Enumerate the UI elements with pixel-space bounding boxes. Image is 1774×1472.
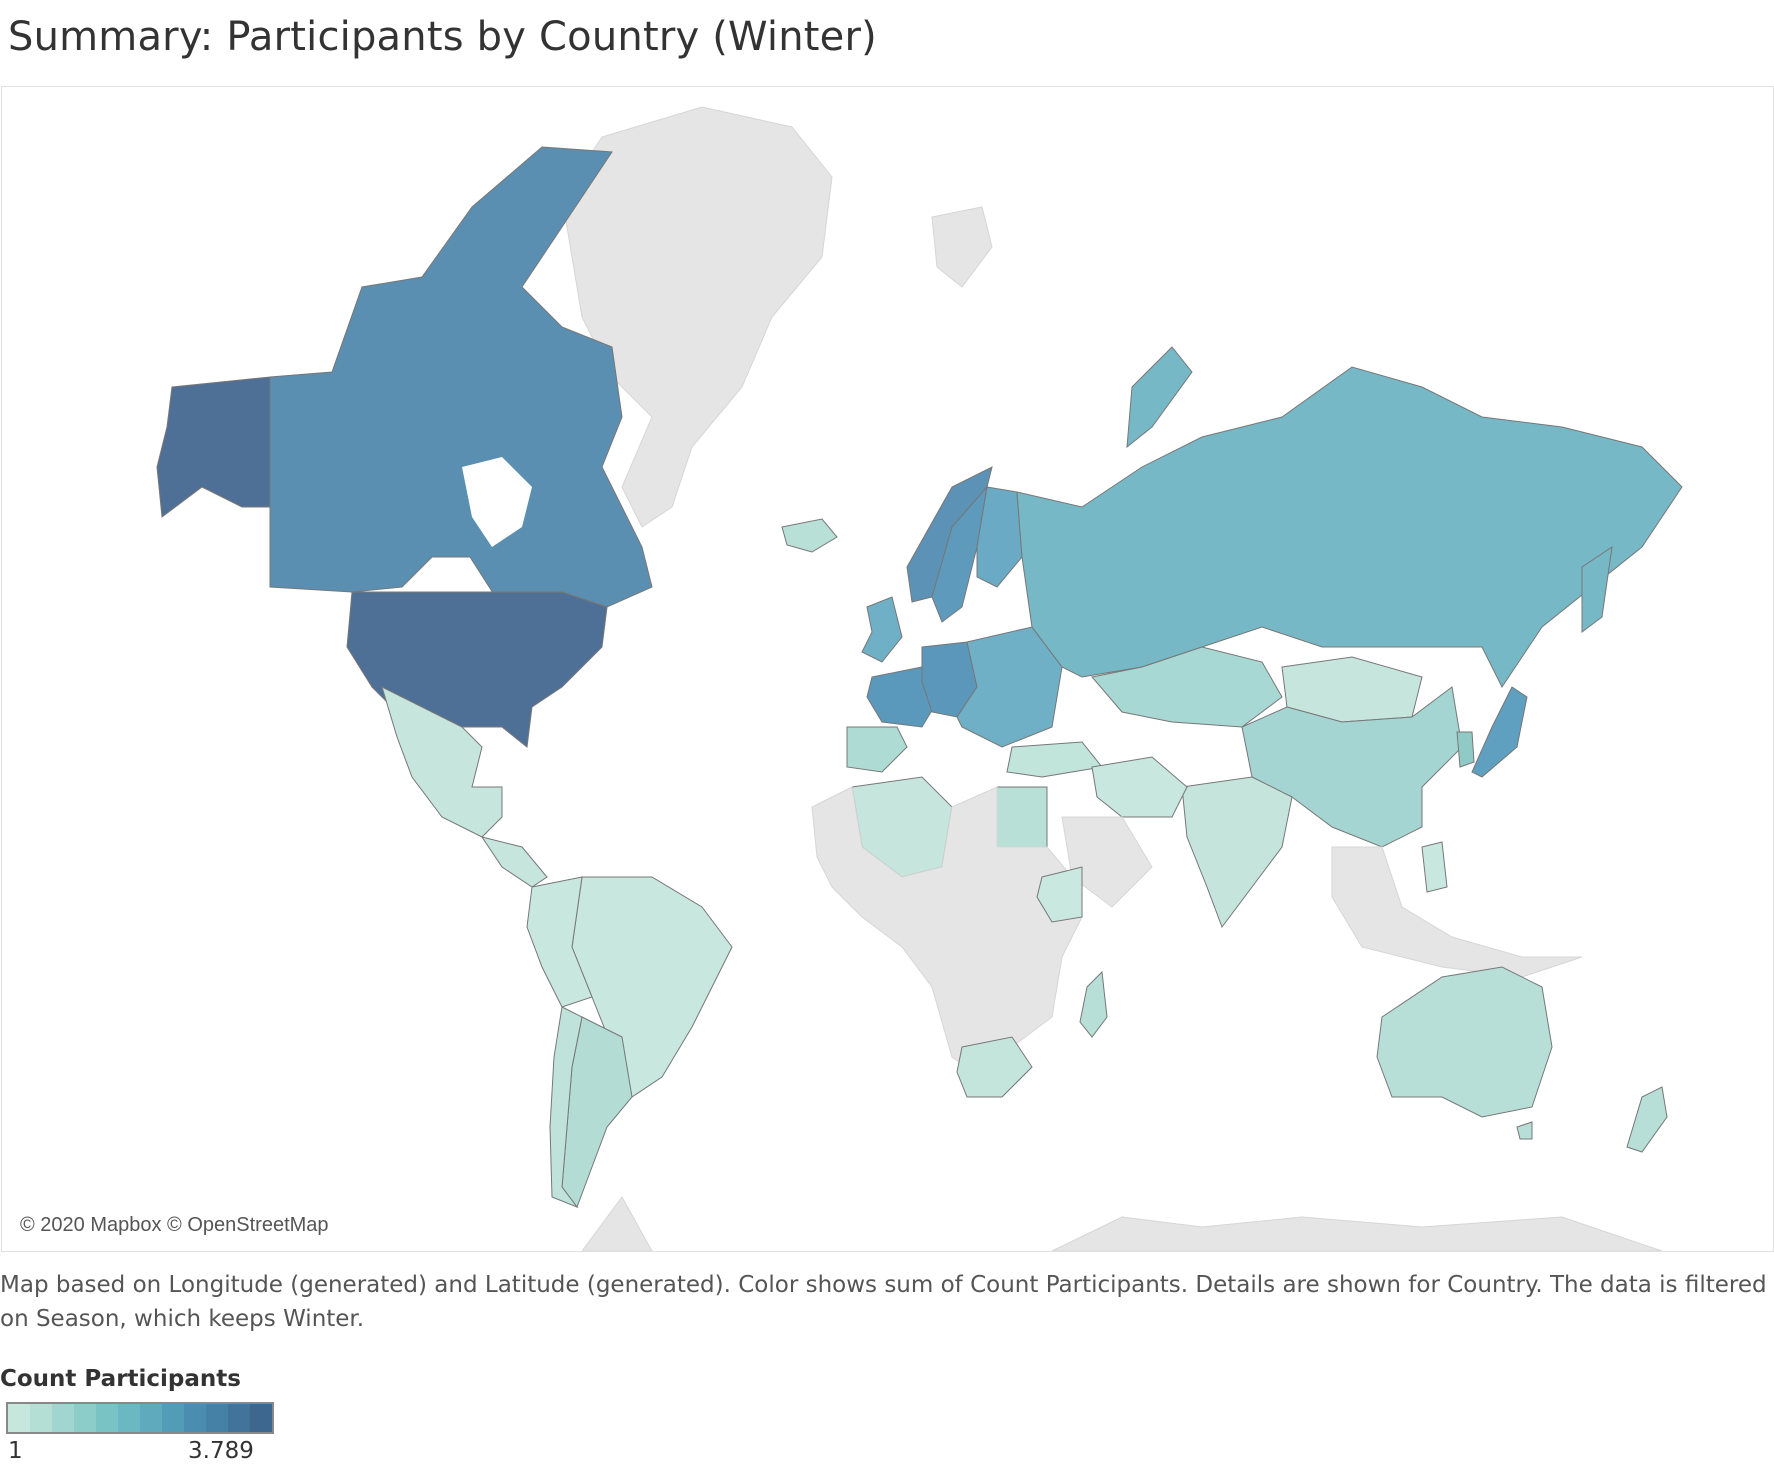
country-russia-novaya[interactable] — [1126, 346, 1193, 449]
color-legend — [6, 1402, 274, 1434]
country-kazakhstan[interactable] — [1091, 646, 1283, 728]
country-turkey[interactable] — [1006, 741, 1103, 778]
country-svalbard[interactable] — [931, 206, 993, 288]
country-iceland[interactable] — [781, 518, 838, 553]
legend-swatch — [8, 1404, 30, 1432]
country-japan[interactable] — [1471, 686, 1528, 778]
page-title: Summary: Participants by Country (Winter… — [8, 14, 877, 60]
legend-swatch — [96, 1404, 118, 1432]
antarctica — [581, 1196, 1663, 1251]
country-south-africa[interactable] — [956, 1036, 1033, 1098]
country-arabia[interactable] — [1061, 816, 1153, 908]
legend-title: Count Participants — [0, 1366, 241, 1392]
country-central-america[interactable] — [480, 836, 548, 888]
country-australia-tasmania[interactable] — [1516, 1121, 1533, 1140]
legend-max-label: 3.789 — [188, 1438, 254, 1464]
legend-swatch — [250, 1404, 272, 1432]
country-united-states[interactable] — [346, 591, 608, 748]
country-india[interactable] — [1181, 776, 1293, 929]
legend-swatch — [52, 1404, 74, 1432]
country-colombia-peru[interactable] — [526, 876, 593, 1008]
country-philippines[interactable] — [1421, 841, 1448, 893]
legend-swatch — [184, 1404, 206, 1432]
map-view[interactable]: © 2020 Mapbox © OpenStreetMap — [1, 86, 1774, 1252]
hudson-bay — [462, 457, 532, 547]
country-alaska[interactable] — [156, 376, 271, 518]
country-greenland[interactable] — [561, 106, 833, 528]
legend-swatch — [162, 1404, 184, 1432]
legend-min-label: 1 — [8, 1438, 23, 1464]
country-australia[interactable] — [1376, 966, 1553, 1118]
map-caption: Map based on Longitude (generated) and L… — [0, 1272, 1767, 1332]
country-egypt[interactable] — [996, 786, 1048, 848]
country-africa-rest[interactable] — [811, 786, 1083, 1078]
country-canada[interactable] — [269, 146, 653, 608]
legend-swatch — [30, 1404, 52, 1432]
country-southeast-asia[interactable] — [1331, 846, 1583, 978]
country-ethiopia[interactable] — [1036, 866, 1083, 923]
legend-swatch — [74, 1404, 96, 1432]
country-new-zealand[interactable] — [1626, 1086, 1668, 1153]
country-madagascar[interactable] — [1079, 970, 1108, 1038]
world-map[interactable] — [2, 87, 1773, 1251]
country-russia[interactable] — [1016, 366, 1683, 688]
country-russia-kamchatka[interactable] — [1581, 545, 1613, 633]
country-iran[interactable] — [1091, 756, 1188, 818]
country-mexico[interactable] — [381, 686, 503, 838]
legend-swatch — [228, 1404, 250, 1432]
legend-swatch — [206, 1404, 228, 1432]
country-spain[interactable] — [846, 726, 908, 773]
country-south-korea[interactable] — [1456, 731, 1475, 768]
country-united-kingdom[interactable] — [861, 596, 903, 663]
map-attribution[interactable]: © 2020 Mapbox © OpenStreetMap — [16, 1212, 333, 1239]
country-chile[interactable] — [549, 1006, 583, 1209]
legend-swatch — [118, 1404, 140, 1432]
legend-swatch — [140, 1404, 162, 1432]
